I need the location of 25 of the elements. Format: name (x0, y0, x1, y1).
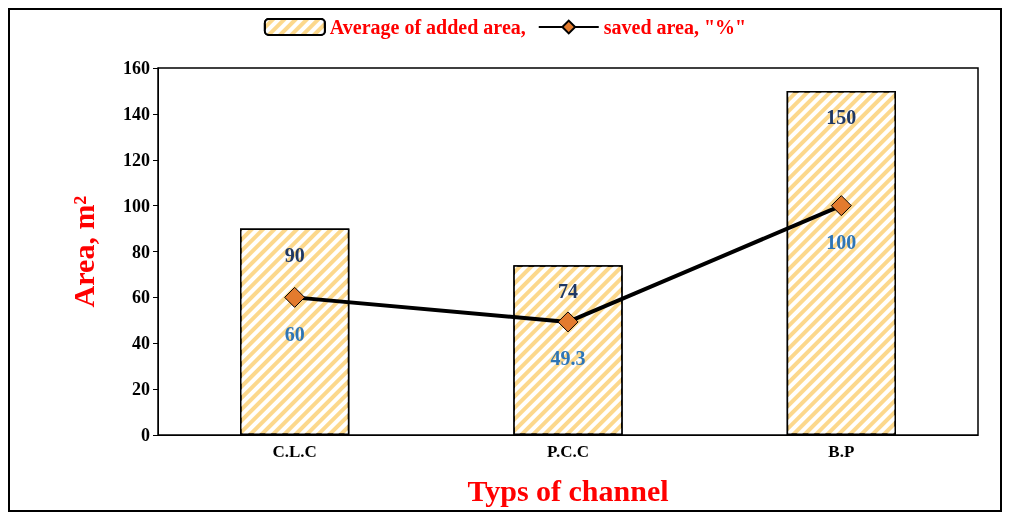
y-tick-label: 160 (123, 58, 150, 78)
y-tick-label: 20 (132, 379, 150, 400)
data-label: 49.3 (550, 347, 586, 370)
data-label: 100 (826, 231, 857, 254)
y-tick-label: 0 (141, 425, 150, 445)
y-tick-label: 80 (132, 241, 150, 262)
y-tick-label: 100 (123, 195, 150, 216)
x-axis-title: Typs of channel (467, 473, 669, 507)
data-label: 150 (826, 105, 857, 128)
point (557, 311, 579, 333)
y-tick-label: 60 (132, 287, 150, 308)
data-label: 90 (284, 243, 305, 266)
legend-label: Average of added area, (329, 16, 526, 39)
data-label: 60 (284, 322, 305, 345)
data-label: 74 (558, 280, 578, 303)
point (284, 286, 306, 308)
y-tick-label: 120 (123, 149, 150, 170)
x-tick-label: C.L.C (272, 442, 317, 461)
x-tick-label: B.P (828, 442, 855, 461)
y-tick-label: 140 (123, 103, 150, 124)
y-tick-label: 40 (132, 333, 150, 354)
y-axis-title: Area, m² (66, 195, 100, 308)
point (830, 195, 852, 217)
x-tick-label: P.C.C (547, 442, 589, 461)
legend-label: saved area, "%" (603, 16, 747, 38)
